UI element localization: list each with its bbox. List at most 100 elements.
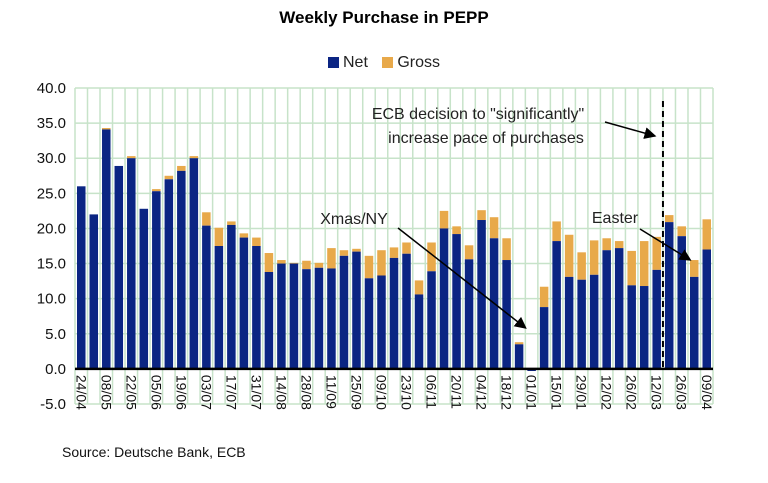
bar-gross [564,234,574,277]
bar-gross [364,255,374,279]
bar-gross [189,156,199,159]
bar-net [689,276,699,369]
x-tick-label: 26/03 [674,375,690,410]
bar-net [252,246,261,369]
chart-title: Weekly Purchase in PEPP [279,8,489,27]
legend-item-gross: Gross [382,54,440,71]
bar-net [327,268,336,369]
y-tick-label: 35.0 [37,115,66,132]
bar-gross [689,260,699,277]
x-tick-label: 03/07 [198,375,214,410]
bar-gross [352,248,361,252]
x-tick-label: 11/09 [323,375,339,409]
bar-net [377,275,386,369]
bar-gross [514,342,524,345]
x-tick-label: 15/01 [549,375,565,410]
x-tick-label: 22/05 [123,375,139,410]
y-tick-label: 40.0 [37,80,66,97]
bar-net [139,208,149,369]
bar-gross [289,262,299,264]
bar-net [652,269,661,369]
bar-net [239,237,249,369]
bar-gross [252,237,261,246]
bar-net [639,286,649,369]
bar-net [677,236,686,369]
bar-gross [702,219,711,250]
bar-net [189,158,199,369]
x-tick-label: 17/07 [223,375,239,410]
bar-gross [627,250,636,286]
bar-net [289,263,299,369]
bar-gross [102,128,111,130]
bar-gross [402,242,411,254]
bar-net [577,279,586,369]
x-tick-label: 14/08 [273,375,289,410]
bar-net [439,228,449,369]
bar-gross [452,226,461,235]
x-tick-label: 31/07 [248,375,264,410]
bar-net [202,225,211,369]
bar-gross [214,227,224,246]
y-tick-label: 20.0 [37,220,66,237]
bar-net [702,249,711,369]
y-tick-label: 25.0 [37,185,66,202]
legend: Net Gross [0,54,768,72]
bar-gross [614,241,624,249]
bar-net [452,234,461,369]
x-tick-label: 09/10 [373,375,389,410]
bar-net [364,278,374,369]
x-tick-label: 12/03 [649,375,665,410]
bar-net [564,276,574,369]
bar-net [114,165,124,369]
x-tick-label: 05/06 [148,375,164,410]
bar-gross [302,260,311,270]
bar-gross [377,250,386,276]
legend-swatch-gross [382,57,394,68]
bar-gross [639,241,649,287]
x-tick-label: 29/01 [574,375,590,410]
bar-net [427,271,436,369]
bar-gross [314,262,324,268]
y-tick-label: 30.0 [37,150,66,167]
bar-gross [227,221,236,225]
bar-net [277,263,286,369]
bar-net [339,255,349,369]
y-tick-label: -5.0 [40,396,66,413]
ecb-arrow [604,121,657,139]
annotation-ecb-line2: increase pace of purchases [388,130,584,147]
bar-gross [127,156,136,159]
bar-net [664,222,674,369]
y-tick-label: 0.0 [45,361,66,378]
bar-gross [427,242,436,272]
bar-net [102,129,111,369]
bar-net [164,179,174,369]
bar-net [552,241,561,369]
bar-net [464,259,474,369]
x-tick-label: 23/10 [399,375,415,410]
bar-gross [202,212,211,226]
bar-net [602,250,611,369]
bar-gross [577,252,586,280]
bar-gross [277,260,286,264]
bar-net [77,186,86,369]
bar-net [539,307,549,369]
bar-gross [164,175,174,180]
legend-label-net: Net [342,54,368,71]
bar-net [627,285,636,369]
bar-gross [389,247,399,258]
bar-net [314,267,324,369]
annotation-easter: Easter [592,210,639,227]
bar-gross [602,238,611,251]
bar-gross [677,226,686,237]
bar-net [227,224,236,369]
xmas-arrow [397,227,527,329]
bar-gross [464,245,474,260]
bar-net [402,253,411,369]
bar-net [352,251,361,369]
bar-gross [414,280,424,295]
bar-gross [177,165,186,171]
bar-net [477,220,486,369]
x-tick-label: 06/11 [424,375,440,409]
